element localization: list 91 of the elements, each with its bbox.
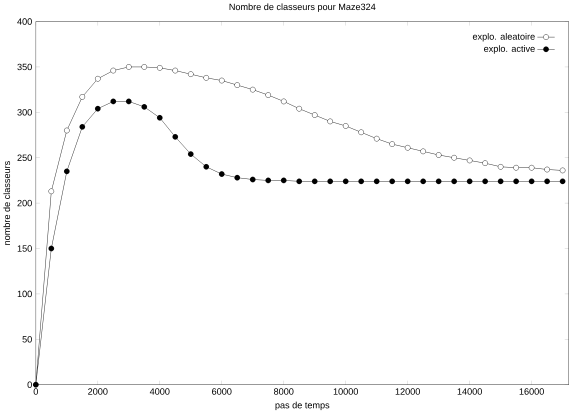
x-tick-label: 10000 xyxy=(334,388,358,395)
point xyxy=(358,130,364,136)
point xyxy=(544,178,550,184)
point xyxy=(234,175,240,181)
point xyxy=(513,178,519,184)
x-tick-label: 6000 xyxy=(212,388,232,395)
point xyxy=(218,78,225,84)
point xyxy=(94,106,101,112)
point xyxy=(404,145,411,151)
point xyxy=(482,160,488,166)
point xyxy=(466,158,472,164)
point xyxy=(280,98,287,104)
point xyxy=(312,112,318,118)
point xyxy=(141,104,148,110)
point xyxy=(404,178,411,184)
point xyxy=(156,115,163,121)
point xyxy=(420,148,426,154)
x-axis-title: pas de temps xyxy=(276,402,330,410)
point xyxy=(110,98,116,104)
point xyxy=(218,171,225,178)
point xyxy=(265,178,272,184)
point xyxy=(250,176,256,183)
x-tick-label: 14000 xyxy=(458,388,482,395)
point xyxy=(544,166,550,173)
x-tick-label: 2000 xyxy=(88,388,108,395)
point xyxy=(498,164,504,170)
point xyxy=(48,188,54,194)
point xyxy=(296,178,302,184)
point xyxy=(64,168,70,174)
point xyxy=(436,178,442,184)
y-tick-label: 200 xyxy=(17,200,32,207)
point xyxy=(48,246,54,252)
point xyxy=(203,164,210,170)
point xyxy=(203,75,210,81)
point xyxy=(528,165,534,171)
point xyxy=(420,178,426,184)
point xyxy=(451,178,457,184)
point xyxy=(280,178,287,184)
chart-title: Nombre de classeurs pour Maze324 xyxy=(230,4,376,12)
point xyxy=(389,141,396,148)
point xyxy=(466,178,472,184)
x-tick-label: 12000 xyxy=(396,388,420,395)
y-tick-label: 50 xyxy=(22,336,32,343)
point xyxy=(327,178,334,184)
point xyxy=(312,178,318,184)
point xyxy=(342,178,349,184)
y-tick-label: 300 xyxy=(17,109,32,116)
point xyxy=(79,94,86,100)
point xyxy=(250,87,256,93)
point xyxy=(342,123,349,129)
point xyxy=(374,136,380,142)
point xyxy=(126,64,132,70)
point xyxy=(110,68,116,74)
point xyxy=(560,168,566,174)
y-tick-label: 0 xyxy=(28,382,32,388)
point xyxy=(389,178,396,184)
y-tick-label: 100 xyxy=(18,290,32,298)
legend-label: explo. aleatoire xyxy=(472,33,535,42)
point xyxy=(358,178,364,184)
point xyxy=(451,155,457,161)
point xyxy=(560,178,566,184)
point xyxy=(188,151,194,158)
point xyxy=(94,76,101,82)
point xyxy=(141,64,148,70)
y-tick-label: 350 xyxy=(17,64,32,70)
x-tick-label: 4000 xyxy=(150,388,170,395)
point xyxy=(172,134,178,140)
y-tick-label: 400 xyxy=(17,18,32,25)
point xyxy=(79,124,86,130)
y-tick-label: 150 xyxy=(18,246,32,252)
point xyxy=(64,128,70,134)
point xyxy=(188,72,194,78)
y-tick-label: 250 xyxy=(17,154,32,162)
y-axis-title: nombre de classeurs xyxy=(3,161,10,246)
point xyxy=(482,178,488,184)
point xyxy=(156,65,163,71)
point xyxy=(126,98,132,104)
point xyxy=(374,178,380,184)
point xyxy=(172,68,178,74)
point xyxy=(436,152,442,158)
point xyxy=(528,178,534,184)
point xyxy=(296,106,302,112)
point xyxy=(234,82,240,88)
point xyxy=(265,92,272,98)
point xyxy=(498,178,504,184)
point xyxy=(513,165,519,171)
point xyxy=(327,118,334,124)
x-tick-label: 0 xyxy=(34,388,38,395)
x-tick-label: 16000 xyxy=(520,388,544,395)
legend-label: explo. active xyxy=(484,45,535,54)
x-tick-label: 8000 xyxy=(274,388,294,395)
